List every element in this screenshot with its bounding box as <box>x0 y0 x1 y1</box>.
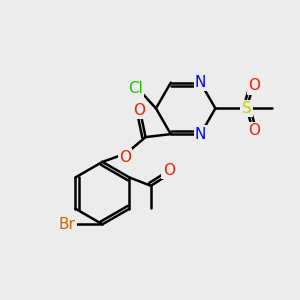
Text: Cl: Cl <box>128 81 143 96</box>
Text: O: O <box>119 149 131 164</box>
Text: N: N <box>195 75 206 90</box>
Text: N: N <box>195 127 206 142</box>
Text: S: S <box>242 101 251 116</box>
Text: O: O <box>163 163 175 178</box>
Text: O: O <box>248 124 260 139</box>
Text: O: O <box>248 78 260 93</box>
Text: Br: Br <box>59 217 76 232</box>
Text: O: O <box>134 103 146 118</box>
